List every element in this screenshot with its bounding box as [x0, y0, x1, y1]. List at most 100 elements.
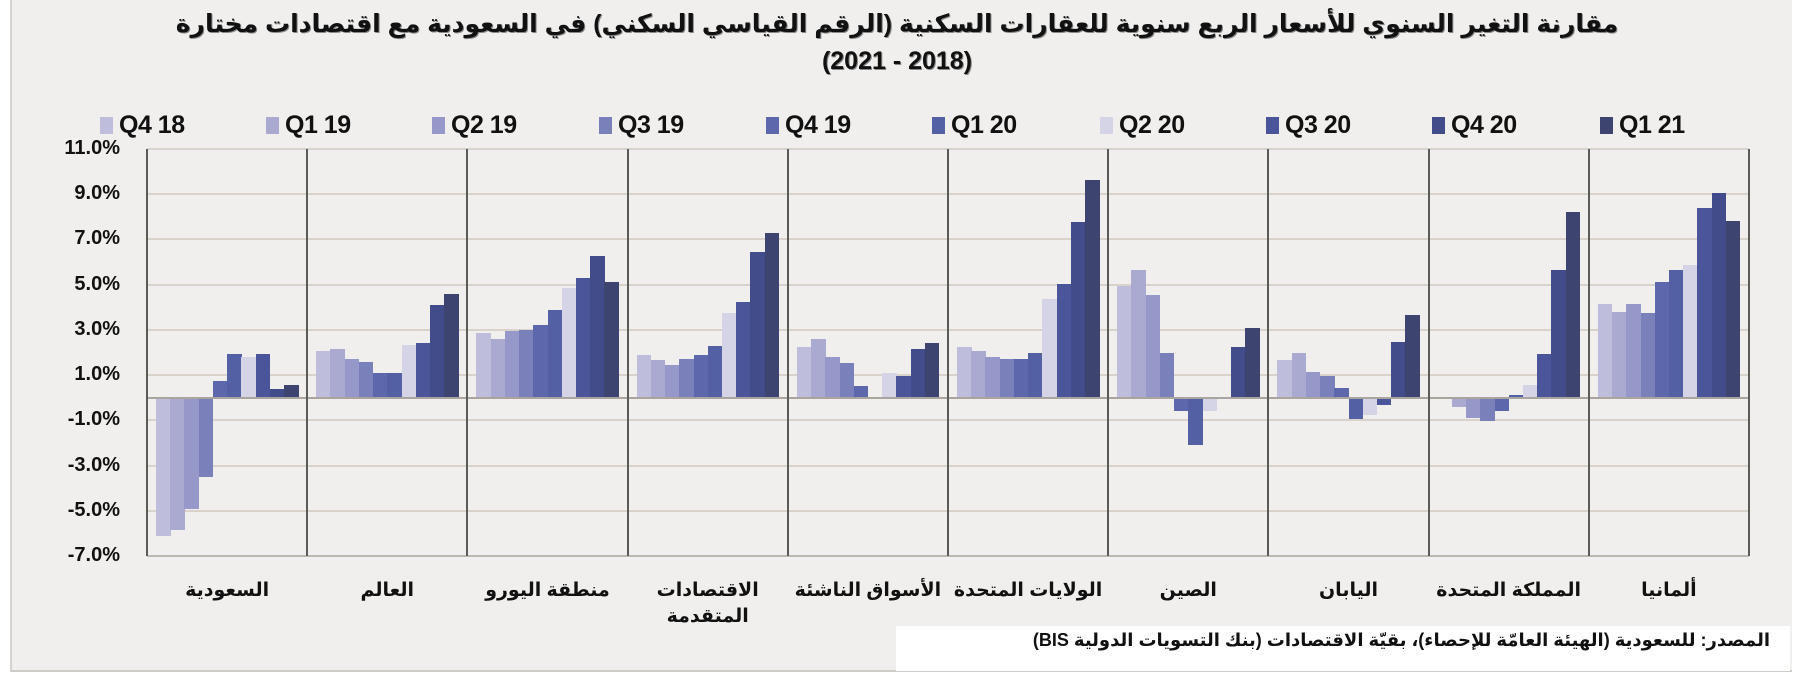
- bar: [1188, 397, 1203, 446]
- legend-swatch: [1432, 116, 1445, 134]
- legend-label: Q1 19: [285, 110, 351, 139]
- bar: [1654, 282, 1670, 398]
- legend-swatch: [100, 116, 113, 134]
- category-label: العالم: [307, 578, 467, 604]
- bar: [1159, 352, 1175, 398]
- category-label-line1: اليابان: [1318, 580, 1378, 601]
- bar: [1231, 346, 1246, 398]
- category-label-line1: المملكة المتحدة: [1436, 580, 1582, 601]
- bar: [839, 362, 854, 398]
- bar: [387, 372, 402, 398]
- category-divider: [306, 149, 309, 556]
- bar: [825, 357, 840, 398]
- bar: [227, 353, 242, 398]
- category-label: اليابان: [1268, 578, 1428, 604]
- bar: [811, 338, 826, 398]
- chart-title: مقارنة التغير السنوي للأسعار الربع سنوية…: [0, 6, 1794, 80]
- legend-label: Q3 19: [618, 110, 684, 139]
- bar: [1013, 359, 1029, 398]
- bar: [636, 354, 652, 398]
- bar: [444, 293, 459, 398]
- bar: [269, 388, 285, 398]
- legend-item: Q3 20: [1266, 108, 1351, 142]
- bar: [241, 357, 256, 398]
- bar: [1245, 327, 1260, 398]
- bar: [1565, 212, 1581, 398]
- bar: [693, 354, 708, 398]
- bar: [1522, 385, 1538, 398]
- y-tick-label: 7.0%: [74, 227, 120, 250]
- legend-item: Q4 18: [100, 108, 185, 142]
- bar: [1028, 352, 1043, 398]
- legend-label: Q1 21: [1619, 110, 1685, 139]
- bar: [156, 397, 171, 536]
- y-tick-label: 9.0%: [74, 182, 120, 205]
- bar: [750, 251, 765, 398]
- category-divider: [1748, 149, 1750, 556]
- legend-swatch: [766, 116, 779, 134]
- bar: [344, 359, 360, 398]
- bar: [1391, 342, 1406, 398]
- bar: [255, 353, 270, 398]
- y-tick-label: 1.0%: [74, 363, 120, 386]
- bar: [1711, 193, 1727, 398]
- bar: [1145, 294, 1161, 398]
- y-tick-label: -5.0%: [67, 498, 120, 521]
- plot-area: [146, 148, 1750, 557]
- bar: [561, 288, 577, 398]
- legend-swatch: [266, 116, 279, 134]
- bar: [1117, 285, 1132, 398]
- legend-label: Q3 20: [1285, 110, 1351, 139]
- bar: [1508, 395, 1524, 398]
- y-tick-label: 11.0%: [64, 137, 120, 159]
- legend-item: Q3 19: [599, 108, 684, 142]
- bar: [1597, 303, 1613, 398]
- category-label: المملكة المتحدة: [1429, 578, 1589, 604]
- bar: [1405, 315, 1420, 398]
- bar: [547, 309, 562, 398]
- category-label: منطقة اليورو: [467, 578, 627, 604]
- legend-swatch: [932, 116, 945, 134]
- bar: [1480, 397, 1495, 422]
- legend-item: Q4 19: [766, 108, 851, 142]
- category-label-line1: ألمانيا: [1641, 580, 1697, 601]
- legend-swatch: [1600, 116, 1613, 134]
- bar: [284, 385, 299, 398]
- bar: [1697, 207, 1712, 398]
- category-label-line1: الاقتصادات: [656, 580, 759, 601]
- bar: [736, 301, 751, 398]
- y-tick-label: -7.0%: [67, 544, 120, 566]
- category-label: ألمانيا: [1589, 578, 1749, 604]
- y-tick-label: 5.0%: [74, 272, 120, 295]
- bar: [1494, 397, 1509, 412]
- chart-title-years: (2021 - 2018): [821, 47, 973, 75]
- bar: [1683, 265, 1698, 398]
- category-divider: [626, 149, 629, 556]
- bar: [1466, 397, 1481, 419]
- legend-swatch: [432, 116, 445, 134]
- bar: [796, 346, 812, 398]
- category-label-line1: الولايات المتحدة: [953, 580, 1103, 601]
- category-label-line1: منطقة اليورو: [485, 580, 610, 601]
- bar: [1640, 312, 1655, 398]
- chart-title-line1: مقارنة التغير السنوي للأسعار الربع سنوية…: [175, 10, 1619, 38]
- bar: [971, 351, 986, 398]
- y-tick-label: -3.0%: [67, 453, 120, 476]
- bar: [1348, 397, 1363, 420]
- bar: [430, 305, 445, 398]
- bar: [330, 349, 345, 398]
- category-divider: [947, 149, 949, 556]
- x-axis-baseline: [147, 555, 1749, 557]
- category-label-line1: السعودية: [185, 580, 270, 601]
- bar: [316, 351, 331, 398]
- bar: [212, 380, 228, 398]
- bar: [1174, 397, 1189, 412]
- category-label: الاقتصادات المتقدمة: [628, 578, 788, 630]
- category-divider: [1107, 149, 1110, 556]
- legend-item: Q1 19: [266, 108, 351, 142]
- bar: [1085, 179, 1100, 398]
- category-divider: [466, 149, 469, 556]
- bar: [401, 344, 416, 398]
- category-label-line1: العالم: [360, 580, 415, 601]
- legend-label: Q4 20: [1451, 110, 1517, 139]
